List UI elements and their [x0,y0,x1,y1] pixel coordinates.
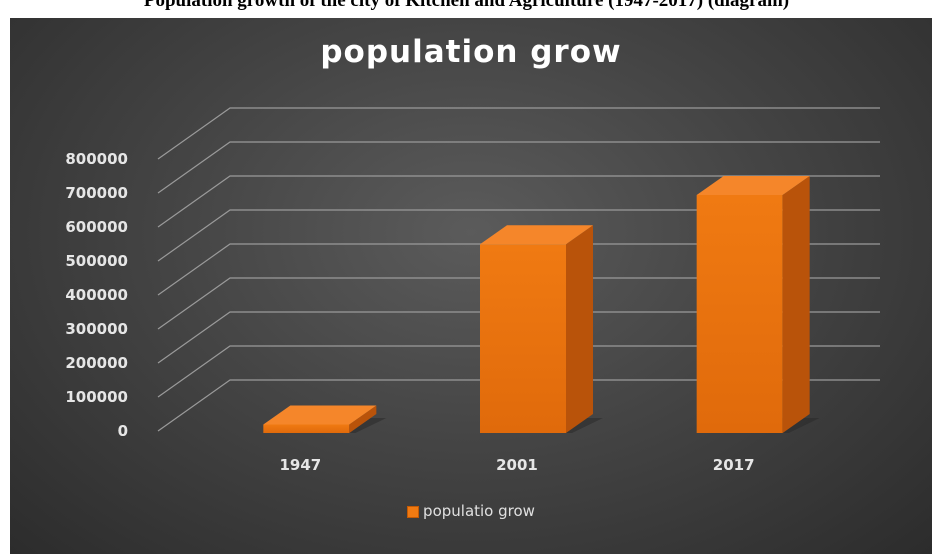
gridline [157,311,880,364]
chart-plot: 0 100000 200000 300000 400000 500000 600000 700… [65,107,880,474]
bar [696,195,783,433]
y-tick-label: 600000 [65,218,128,236]
figure-caption: Population growth of the city of Kitchen… [0,0,933,18]
x-tick-label: 1947 [279,456,321,474]
legend-swatch [407,505,420,518]
bar [263,424,350,433]
y-tick-label: 400000 [65,286,128,304]
bar-top [696,176,810,195]
gridline [157,379,880,432]
y-tick-label: 200000 [65,354,128,372]
bar-side [349,405,377,433]
chart-legend: populatio grow [10,502,932,520]
figure-caption-text: Population growth of the city of Kitchen… [143,0,790,11]
chart-panel: population grow 0 100000 200000 300000 40000… [10,18,932,554]
y-tick-label: 700000 [65,184,128,202]
y-tick-label: 800000 [65,150,128,168]
gridline [157,345,880,398]
gridline [157,107,880,160]
y-tick-label: 300000 [65,320,128,338]
x-tick-label: 2001 [496,456,538,474]
gridline [157,141,880,194]
gridline [157,209,880,262]
y-tick-label: 100000 [65,388,128,406]
gridline [157,243,880,296]
bar-top [480,225,593,245]
gridline [157,277,880,330]
y-tick-label: 500000 [65,252,128,270]
bar [480,244,566,433]
x-tick-label: 2017 [713,456,755,474]
gridline [157,175,880,228]
bar-top [263,405,377,425]
legend-label: populatio grow [423,502,535,520]
chart-title: population grow [320,34,622,70]
bar-side [566,225,593,433]
y-tick-label: 0 [118,422,128,440]
bar-side [782,176,810,433]
